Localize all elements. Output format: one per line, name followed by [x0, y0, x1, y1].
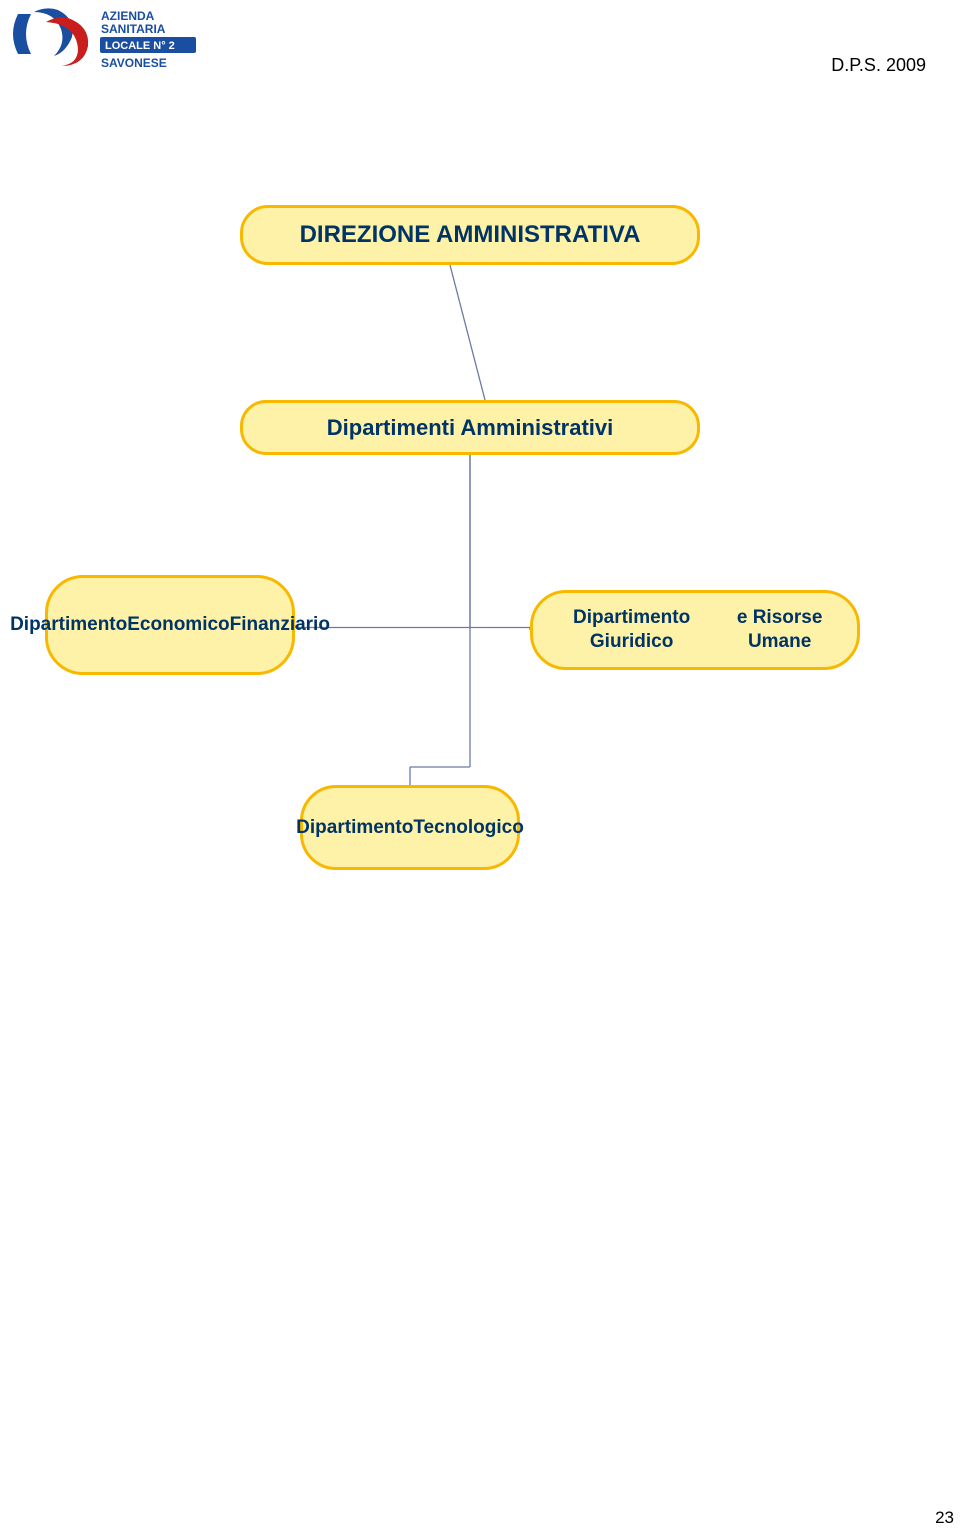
- node-label-line: e Risorse Umane: [716, 606, 843, 654]
- node-label-line: Dipartimento Giuridico: [547, 606, 716, 654]
- org-node-root: DIREZIONE AMMINISTRATIVA: [240, 205, 700, 265]
- node-label-line: Finanziario: [230, 613, 330, 637]
- node-label-line: Dipartimento: [296, 816, 413, 840]
- svg-text:AZIENDA: AZIENDA: [101, 9, 155, 23]
- brand-logo: AZIENDA SANITARIA LOCALE N° 2 SAVONESE: [6, 4, 201, 74]
- svg-text:SAVONESE: SAVONESE: [101, 56, 167, 70]
- org-node-dipartimenti: Dipartimenti Amministrativi: [240, 400, 700, 455]
- svg-text:SANITARIA: SANITARIA: [101, 22, 166, 36]
- page-number: 23: [935, 1508, 954, 1528]
- node-label-line: DIREZIONE AMMINISTRATIVA: [300, 220, 641, 250]
- node-label-line: Dipartimento: [10, 613, 127, 637]
- org-node-giuridico: Dipartimento Giuridicoe Risorse Umane: [530, 590, 860, 670]
- header-right-text: D.P.S. 2009: [831, 55, 926, 76]
- svg-text:LOCALE N° 2: LOCALE N° 2: [105, 40, 175, 52]
- org-node-economico: DipartimentoEconomicoFinanziario: [45, 575, 295, 675]
- node-label-line: Tecnologico: [413, 816, 523, 840]
- node-label-line: Dipartimenti Amministrativi: [327, 414, 613, 442]
- node-label-line: Economico: [127, 613, 229, 637]
- org-node-tecnologico: DipartimentoTecnologico: [300, 785, 520, 870]
